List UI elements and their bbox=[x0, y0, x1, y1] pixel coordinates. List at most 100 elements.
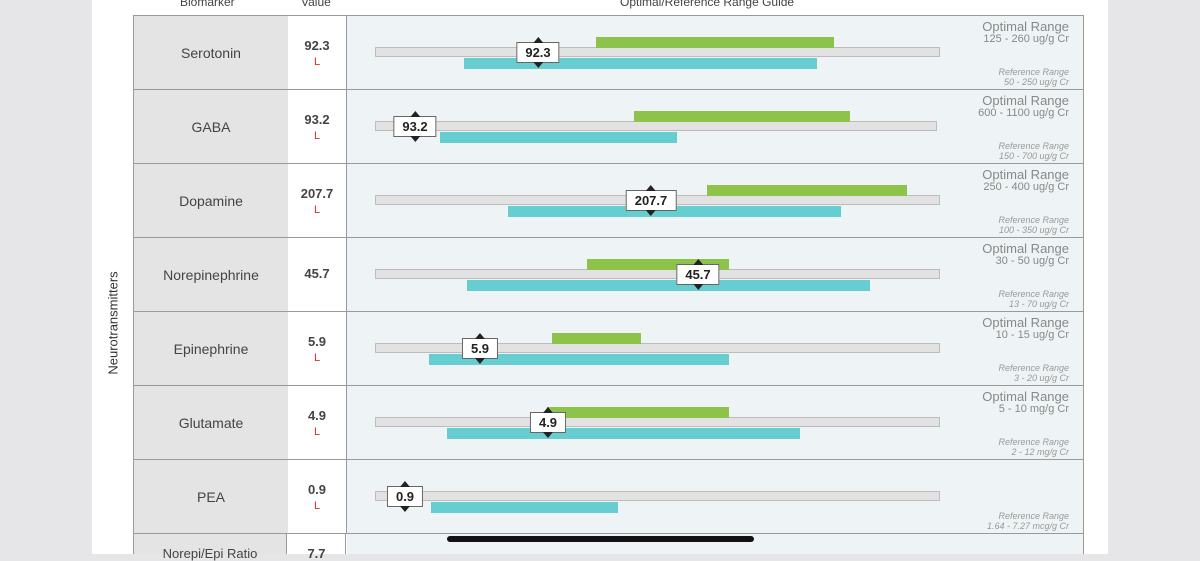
scale-track bbox=[375, 343, 940, 353]
value-marker: 92.3 bbox=[516, 37, 560, 68]
range-graph: 4.9 Optimal Range 5 - 10 mg/g Cr Referen… bbox=[347, 386, 1084, 459]
range-graph: 92.3 Optimal Range 125 - 260 ug/g Cr Ref… bbox=[347, 16, 1084, 89]
reference-range-label: Reference Range bbox=[998, 511, 1069, 521]
reference-range-text: Reference Range 3 - 20 ug/g Cr bbox=[998, 363, 1069, 383]
reference-range-text: Reference Range 13 - 70 ug/g Cr bbox=[998, 289, 1069, 309]
value-cell: 4.9 L bbox=[288, 386, 347, 459]
scale-track bbox=[375, 121, 937, 131]
range-graph: 5.9 Optimal Range 10 - 15 ug/g Cr Refere… bbox=[347, 312, 1084, 385]
home-indicator[interactable] bbox=[447, 536, 754, 542]
value-number: 207.7 bbox=[300, 185, 334, 201]
reference-range-label: Reference Range bbox=[998, 363, 1069, 373]
reference-range-label: Reference Range bbox=[998, 215, 1069, 225]
optimal-range-text: Optimal Range 600 - 1100 ug/g Cr bbox=[978, 94, 1069, 119]
reference-range-text: Reference Range 50 - 250 ug/g Cr bbox=[998, 67, 1069, 87]
low-flag: L bbox=[313, 55, 321, 68]
optimal-range-value: 250 - 400 ug/g Cr bbox=[983, 181, 1069, 193]
reference-range-value: 2 - 12 mg/g Cr bbox=[1011, 447, 1069, 457]
biomarker-name: Serotonin bbox=[133, 16, 289, 89]
caret-up-icon bbox=[410, 111, 420, 117]
value-cell: 7.7 bbox=[288, 534, 346, 561]
value-number: 4.9 bbox=[307, 407, 327, 423]
caret-up-icon bbox=[474, 333, 485, 339]
range-graph: 45.7 Optimal Range 30 - 50 ug/g Cr Refer… bbox=[347, 238, 1084, 311]
low-flag: L bbox=[313, 203, 321, 216]
reference-range-text: Reference Range 1.64 - 7.27 mcg/g Cr bbox=[987, 511, 1069, 531]
value-marker: 45.7 bbox=[676, 259, 720, 290]
value-cell: 0.9 L bbox=[288, 460, 347, 533]
scale-track bbox=[375, 491, 940, 501]
caret-up-icon bbox=[693, 259, 703, 265]
optimal-range-value: 5 - 10 mg/g Cr bbox=[998, 403, 1069, 415]
value-number: 5.9 bbox=[307, 333, 327, 349]
reference-range-text: Reference Range 100 - 350 ug/g Cr bbox=[998, 215, 1069, 235]
table-row: Glutamate 4.9 L 4.9 Optimal Range 5 - 10… bbox=[133, 386, 1084, 460]
range-graph: 93.2 Optimal Range 600 - 1100 ug/g Cr Re… bbox=[347, 90, 1084, 163]
optimal-range-value: 125 - 260 ug/g Cr bbox=[983, 33, 1069, 45]
reference-range-bar bbox=[508, 206, 841, 217]
header-range-guide: Optimal/Reference Range Guide bbox=[620, 0, 795, 9]
table-row: PEA 0.9 L 0.9 Reference Range 1.64 - 7.2… bbox=[133, 460, 1084, 534]
biomarker-name: PEA bbox=[133, 460, 289, 533]
caret-up-icon bbox=[399, 481, 410, 487]
biomarker-name: GABA bbox=[133, 90, 289, 163]
reference-range-value: 100 - 350 ug/g Cr bbox=[998, 225, 1069, 235]
marker-value: 92.3 bbox=[525, 45, 551, 60]
value-cell: 45.7 bbox=[288, 238, 347, 311]
optimal-range-text: Optimal Range 250 - 400 ug/g Cr bbox=[982, 168, 1069, 193]
caret-down-icon bbox=[542, 432, 553, 438]
low-flag: L bbox=[313, 499, 321, 512]
optimal-range-label: Optimal Range bbox=[982, 389, 1069, 404]
reference-range-value: 150 - 700 ug/g Cr bbox=[998, 151, 1069, 161]
value-number: 0.9 bbox=[307, 481, 327, 497]
table-row: Dopamine 207.7 L 207.7 Optimal Range 250… bbox=[133, 164, 1084, 238]
reference-range-value: 50 - 250 ug/g Cr bbox=[1003, 77, 1069, 87]
value-marker: 5.9 bbox=[461, 333, 499, 364]
optimal-range-bar bbox=[587, 259, 729, 270]
optimal-range-label: Optimal Range bbox=[982, 19, 1069, 34]
low-flag: L bbox=[313, 351, 321, 364]
optimal-range-bar bbox=[552, 333, 641, 344]
optimal-range-label: Optimal Range bbox=[982, 315, 1069, 330]
optimal-range-value: 10 - 15 ug/g Cr bbox=[995, 329, 1069, 341]
optimal-range-bar bbox=[634, 111, 850, 122]
range-graph: 0.9 Reference Range 1.64 - 7.27 mcg/g Cr bbox=[347, 460, 1084, 533]
reference-range-label: Reference Range bbox=[998, 67, 1069, 77]
biomarker-name: Glutamate bbox=[133, 386, 289, 459]
scale-track bbox=[375, 47, 940, 57]
value-marker: 207.7 bbox=[625, 185, 677, 216]
header-biomarker: Biomarker bbox=[180, 0, 235, 9]
reference-range-label: Reference Range bbox=[998, 289, 1069, 299]
caret-down-icon bbox=[410, 136, 420, 142]
optimal-range-text: Optimal Range 10 - 15 ug/g Cr bbox=[982, 316, 1069, 341]
biomarker-name: Dopamine bbox=[133, 164, 289, 237]
section-label: Neurotransmitters bbox=[105, 271, 121, 375]
optimal-range-value: 600 - 1100 ug/g Cr bbox=[978, 107, 1069, 119]
optimal-range-label: Optimal Range bbox=[982, 241, 1069, 256]
reference-range-bar bbox=[429, 354, 729, 365]
value-marker: 93.2 bbox=[393, 111, 437, 142]
optimal-range-label: Optimal Range bbox=[982, 93, 1069, 108]
value-cell: 5.9 L bbox=[288, 312, 347, 385]
marker-value: 4.9 bbox=[538, 415, 558, 430]
caret-down-icon bbox=[645, 210, 656, 216]
value-number: 92.3 bbox=[304, 37, 330, 53]
biomarker-name: Norepi/Epi Ratio bbox=[133, 534, 287, 561]
caret-down-icon bbox=[533, 62, 543, 68]
marker-value: 5.9 bbox=[470, 341, 490, 356]
optimal-range-text: Optimal Range 30 - 50 ug/g Cr bbox=[982, 242, 1069, 267]
caret-down-icon bbox=[693, 284, 703, 290]
low-flag: L bbox=[313, 129, 321, 142]
low-flag: L bbox=[313, 425, 321, 438]
optimal-range-bar bbox=[596, 37, 834, 48]
value-cell: 93.2 L bbox=[288, 90, 347, 163]
range-graph: 207.7 Optimal Range 250 - 400 ug/g Cr Re… bbox=[347, 164, 1084, 237]
marker-value: 207.7 bbox=[634, 193, 668, 208]
caret-up-icon bbox=[542, 407, 553, 413]
reference-range-value: 13 - 70 ug/g Cr bbox=[1008, 299, 1069, 309]
reference-range-label: Reference Range bbox=[998, 437, 1069, 447]
reference-range-bar bbox=[431, 502, 618, 513]
value-marker: 4.9 bbox=[529, 407, 567, 438]
reference-range-label: Reference Range bbox=[998, 141, 1069, 151]
reference-range-value: 3 - 20 ug/g Cr bbox=[1013, 373, 1069, 383]
